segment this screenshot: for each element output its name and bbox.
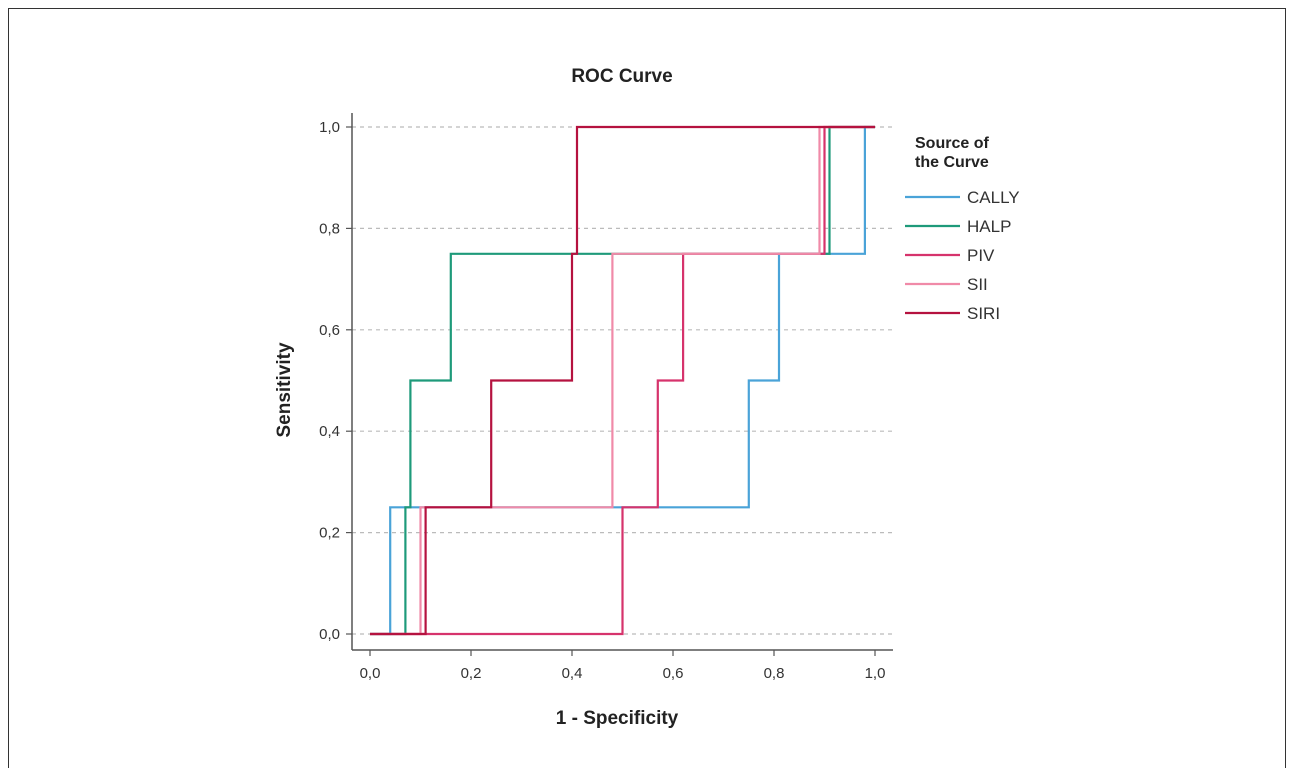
x-axis-label: 1 - Specificity bbox=[556, 708, 679, 729]
axes bbox=[351, 113, 893, 651]
y-tick-label: 0,4 bbox=[319, 423, 340, 440]
x-ticks: 0,0 0,2 0,4 0,6 0,8 1,0 bbox=[360, 650, 886, 682]
y-tick-label: 1,0 bbox=[319, 119, 340, 136]
legend-label-piv: PIV bbox=[967, 246, 995, 265]
legend-label-sii: SII bbox=[967, 275, 988, 294]
legend-title: Source of the Curve bbox=[915, 135, 989, 171]
legend-label-cally: CALLY bbox=[967, 188, 1020, 207]
y-tick-label: 0,2 bbox=[319, 525, 340, 542]
roc-curve-siri bbox=[370, 125, 875, 636]
y-tick-label: 0,6 bbox=[319, 322, 340, 339]
legend: Source of the Curve CALLY HALP PIV SII SIRI bbox=[905, 135, 1020, 323]
y-tick-label: 0,8 bbox=[319, 220, 340, 237]
roc-curve-piv bbox=[370, 125, 875, 636]
y-tick-label: 0,0 bbox=[319, 626, 340, 643]
roc-curve-sii bbox=[370, 125, 875, 636]
x-tick-label: 0,4 bbox=[562, 665, 583, 682]
y-ticks: 0,0 0,2 0,4 0,6 0,8 1,0 bbox=[319, 119, 352, 643]
roc-curve-cally bbox=[370, 125, 875, 636]
x-tick-label: 0,0 bbox=[360, 665, 381, 682]
figure-frame bbox=[8, 8, 1286, 768]
x-tick-label: 0,2 bbox=[461, 665, 482, 682]
x-tick-label: 0,6 bbox=[663, 665, 684, 682]
chart-title: ROC Curve bbox=[571, 66, 672, 87]
legend-label-siri: SIRI bbox=[967, 304, 1000, 323]
roc-curves bbox=[370, 125, 875, 636]
y-axis-label: Sensitivity bbox=[274, 342, 295, 437]
x-tick-label: 0,8 bbox=[764, 665, 785, 682]
roc-curve-halp bbox=[370, 125, 875, 636]
legend-label-halp: HALP bbox=[967, 217, 1011, 236]
x-tick-label: 1,0 bbox=[865, 665, 886, 682]
